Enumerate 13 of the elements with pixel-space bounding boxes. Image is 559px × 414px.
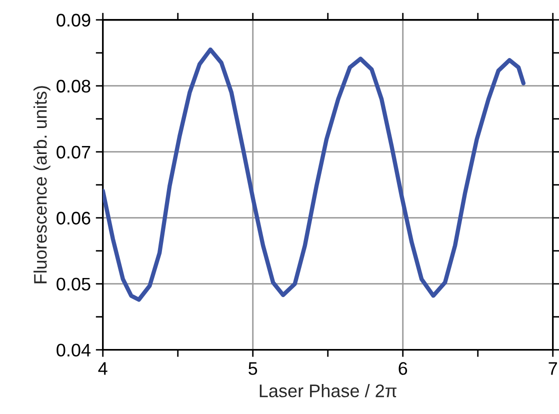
x-tick-label: 5 bbox=[248, 362, 258, 375]
y-tick-label: 0.06 bbox=[56, 212, 90, 225]
y-tick-label: 0.07 bbox=[56, 146, 90, 159]
x-tick-label: 4 bbox=[98, 362, 108, 375]
line-series bbox=[102, 47, 526, 302]
y-tick-label: 0.08 bbox=[56, 80, 90, 93]
x-axis-title: Laser Phase / 2π bbox=[260, 384, 397, 398]
x-tick-label: 7 bbox=[548, 362, 557, 375]
x-tick-label: 6 bbox=[398, 362, 408, 375]
y-tick-label: 0.05 bbox=[56, 278, 90, 291]
y-tick-label: 0.09 bbox=[56, 14, 90, 27]
y-tick-label: 0.04 bbox=[56, 344, 91, 357]
y-axis-title: Fluorescence (arb. units) bbox=[34, 86, 50, 284]
